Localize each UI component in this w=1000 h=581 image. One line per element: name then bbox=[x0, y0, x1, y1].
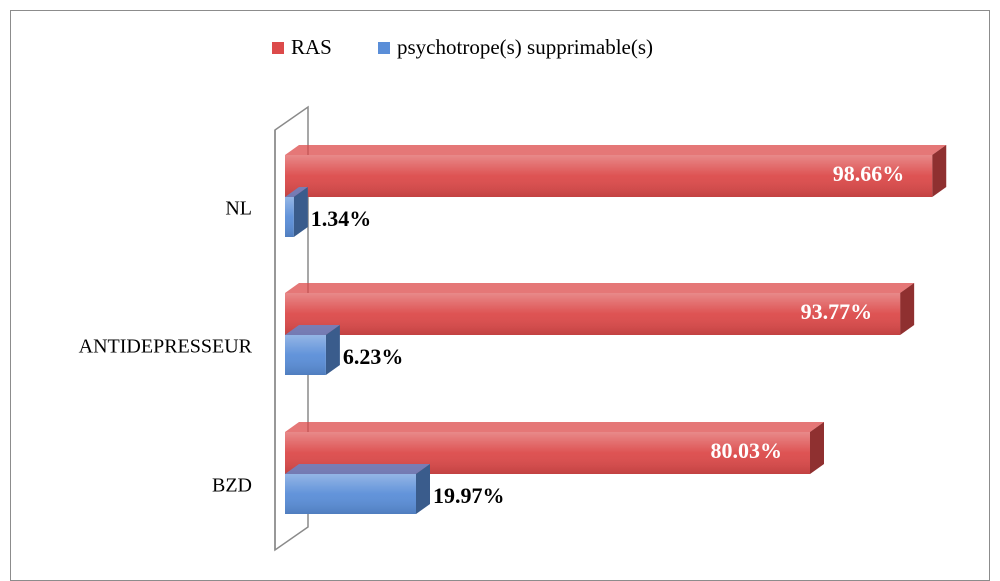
bar-top bbox=[285, 325, 340, 335]
bar-top bbox=[285, 187, 308, 197]
bar bbox=[285, 145, 947, 197]
bar-side-shade bbox=[416, 464, 431, 514]
y-tick-label: ANTIDEPRESSEUR bbox=[79, 336, 253, 358]
bar-side-shade bbox=[325, 325, 340, 375]
bar bbox=[285, 464, 431, 514]
bar-front-shade bbox=[285, 155, 933, 197]
bar-side bbox=[293, 187, 308, 237]
bar-side-shade bbox=[932, 145, 947, 197]
data-label: 1.34% bbox=[311, 206, 372, 231]
bar bbox=[285, 325, 340, 375]
data-label: 80.03% bbox=[710, 438, 782, 463]
bar-top bbox=[285, 145, 947, 155]
legend-swatch bbox=[272, 42, 284, 54]
bar-side bbox=[900, 283, 915, 335]
bar-front-shade bbox=[285, 293, 901, 335]
y-tick-label: BZD bbox=[212, 475, 252, 497]
bar-front-shade bbox=[285, 474, 417, 514]
data-label: 19.97% bbox=[433, 483, 505, 508]
bar-front-shade bbox=[285, 335, 326, 375]
bar-side bbox=[416, 464, 431, 514]
bar-top bbox=[285, 283, 915, 293]
legend-label: psychotrope(s) supprimable(s) bbox=[397, 35, 653, 59]
bar-top bbox=[285, 464, 431, 474]
bar-side bbox=[809, 422, 824, 474]
legend-swatch bbox=[378, 42, 390, 54]
legend-label: RAS bbox=[291, 35, 332, 59]
data-label: 6.23% bbox=[343, 344, 404, 369]
data-label: 98.66% bbox=[833, 161, 905, 186]
bar-side bbox=[932, 145, 947, 197]
bar-side-shade bbox=[900, 283, 915, 335]
bar-top bbox=[285, 422, 824, 432]
bar-front-shade bbox=[285, 197, 294, 237]
data-label: 93.77% bbox=[801, 299, 873, 324]
bar bbox=[285, 422, 824, 474]
y-tick-label: NL bbox=[225, 198, 252, 220]
bar-side-shade bbox=[293, 187, 308, 237]
bar-side-shade bbox=[809, 422, 824, 474]
bar bbox=[285, 283, 915, 335]
bar bbox=[285, 187, 308, 237]
bar-side bbox=[325, 325, 340, 375]
